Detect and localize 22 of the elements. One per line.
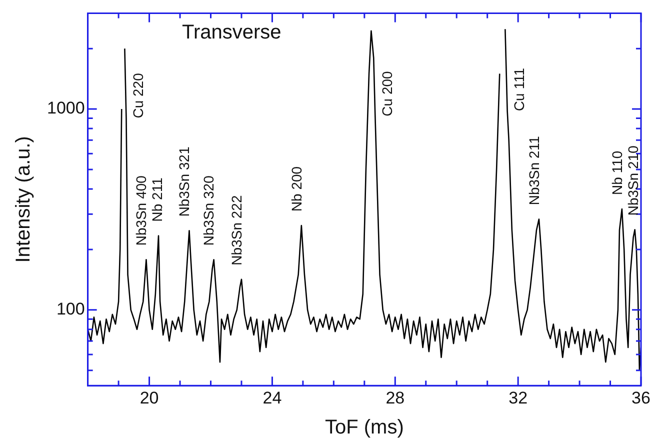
annotation: Cu 200 xyxy=(379,70,396,116)
x-tick-label: 32 xyxy=(508,388,528,408)
annotation: Cu 111 xyxy=(511,68,528,112)
annotation: Nb3Sn 210 xyxy=(624,145,641,216)
chart-title: Transverse xyxy=(182,22,282,44)
y-tick-label: 100 xyxy=(56,300,85,319)
annotation: Nb 200 xyxy=(288,166,304,212)
annotation: Nb3Sn 400 xyxy=(133,175,150,246)
annotation: Cu 220 xyxy=(130,72,146,118)
x-tick-label: 28 xyxy=(386,388,405,408)
y-axis-title: Intensity (a.u.) xyxy=(12,136,35,263)
annotation: Nb3Sn 320 xyxy=(200,175,217,246)
y-tick-label: 1000 xyxy=(46,98,85,118)
x-tick-label: 20 xyxy=(140,388,159,408)
annotation: Nb3Sn 321 xyxy=(176,146,192,217)
x-axis-title: ToF (ms) xyxy=(324,416,404,439)
annotation: Nb3Sn 211 xyxy=(526,136,542,206)
annotation: Nb 110 xyxy=(608,150,625,195)
x-tick-label: 24 xyxy=(262,388,282,408)
x-tick-label: 36 xyxy=(632,388,650,408)
annotation: Nb3Sn 222 xyxy=(228,195,244,266)
annotation: Nb 211 xyxy=(149,177,166,222)
